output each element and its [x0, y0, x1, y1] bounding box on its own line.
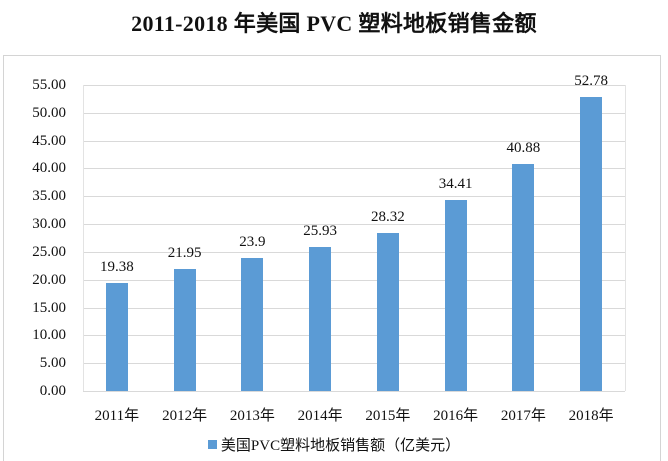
gridline [83, 307, 625, 309]
x-tick-label: 2013年 [229, 408, 275, 424]
x-tick-label: 2012年 [162, 408, 208, 424]
gridline [83, 251, 625, 253]
x-tick-label: 2014年 [297, 408, 343, 424]
x-tick-label: 2018年 [568, 408, 614, 424]
bar-2016年[interactable] [444, 199, 467, 391]
gridline [83, 112, 625, 114]
bar-2017年[interactable] [512, 163, 535, 391]
gridline [83, 335, 625, 337]
y-tick-label: 5.00 [39, 355, 66, 372]
legend-swatch-icon [207, 440, 217, 449]
legend-label: 美国PVC塑料地板销售额（亿美元） [220, 438, 461, 454]
gridline [83, 196, 625, 198]
bar-2018年[interactable] [580, 97, 603, 391]
data-label: 25.93 [303, 222, 337, 239]
y-tick-label: 15.00 [32, 299, 66, 316]
data-label: 28.32 [371, 209, 405, 226]
y-tick-label: 30.00 [32, 216, 66, 233]
legend: 美国PVC塑料地板销售额（亿美元） [0, 434, 668, 455]
gridline [83, 140, 625, 142]
y-tick-label: 55.00 [32, 77, 66, 93]
y-tick-label: 50.00 [32, 104, 66, 121]
gridline [83, 168, 625, 170]
y-tick-label: 20.00 [32, 271, 66, 288]
data-label: 40.88 [506, 139, 541, 156]
gridline [83, 224, 625, 226]
gridline [83, 85, 625, 86]
bar-2013年[interactable] [241, 258, 264, 391]
y-tick-label: 40.00 [32, 160, 66, 177]
gridline [83, 391, 625, 392]
x-tick-label: 2017年 [500, 408, 546, 424]
gridline [83, 363, 625, 365]
y-tick-label: 35.00 [32, 188, 66, 205]
data-label: 52.78 [574, 73, 608, 90]
y-tick-label: 25.00 [32, 243, 66, 260]
data-label: 34.41 [438, 175, 473, 192]
x-tick-label: 2011年 [94, 408, 140, 424]
plot-border [625, 85, 626, 391]
x-tick-label: 2015年 [365, 408, 411, 424]
chart-title: 2011-2018 年美国 PVC 塑料地板销售金额 [131, 11, 537, 36]
bar-2011年[interactable] [105, 283, 128, 391]
y-tick-label: 10.00 [32, 327, 66, 344]
bar-2012年[interactable] [173, 268, 196, 391]
data-label: 19.38 [100, 259, 134, 276]
y-tick-label: 45.00 [32, 132, 66, 149]
y-tick-label: 0.00 [39, 383, 66, 399]
plot-area: 19.38 21.95 23.9 25.93 28.32 34.41 40.88 52.78 [83, 73, 626, 392]
data-label: 21.95 [167, 244, 202, 261]
plot-border [83, 85, 84, 391]
bar-2015年[interactable] [376, 233, 399, 391]
x-tick-label: 2016年 [433, 408, 479, 424]
data-label: 23.9 [239, 234, 266, 251]
chart-frame [3, 55, 661, 461]
bar-2014年[interactable] [309, 246, 332, 391]
gridline [83, 279, 625, 281]
